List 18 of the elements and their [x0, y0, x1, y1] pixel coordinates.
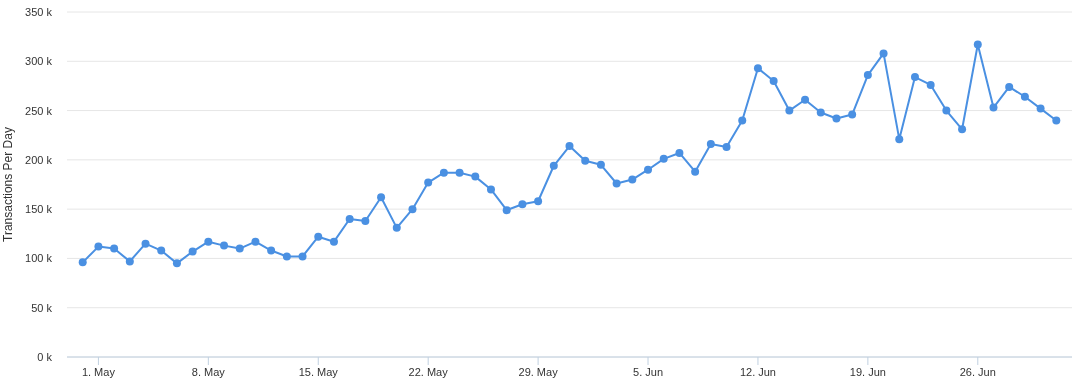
x-tick-label: 19. Jun	[849, 366, 886, 378]
y-tick-label: 300 k	[25, 55, 53, 68]
y-tick-label: 100 k	[25, 252, 53, 265]
y-axis-title: Transactions Per Day	[1, 127, 15, 242]
x-tick-label: 1. May	[81, 366, 116, 378]
y-tick-label: 200 k	[25, 153, 53, 166]
y-tick-label: 150 k	[25, 203, 53, 216]
x-tick-label: 22. May	[408, 366, 449, 378]
x-tick-label: 29. May	[518, 366, 559, 378]
x-tick-label: 8. May	[191, 366, 226, 378]
y-tick-label: 350 k	[25, 6, 53, 18]
x-tick-label: 5. Jun	[633, 366, 663, 378]
x-tick-label: 12. Jun	[739, 366, 776, 378]
x-tick-label: 15. May	[298, 366, 339, 378]
y-tick-label: 0 k	[37, 351, 53, 363]
x-tick-label: 26. Jun	[959, 366, 996, 378]
y-tick-label: 50 k	[31, 301, 53, 314]
y-tick-label: 250 k	[25, 104, 53, 117]
